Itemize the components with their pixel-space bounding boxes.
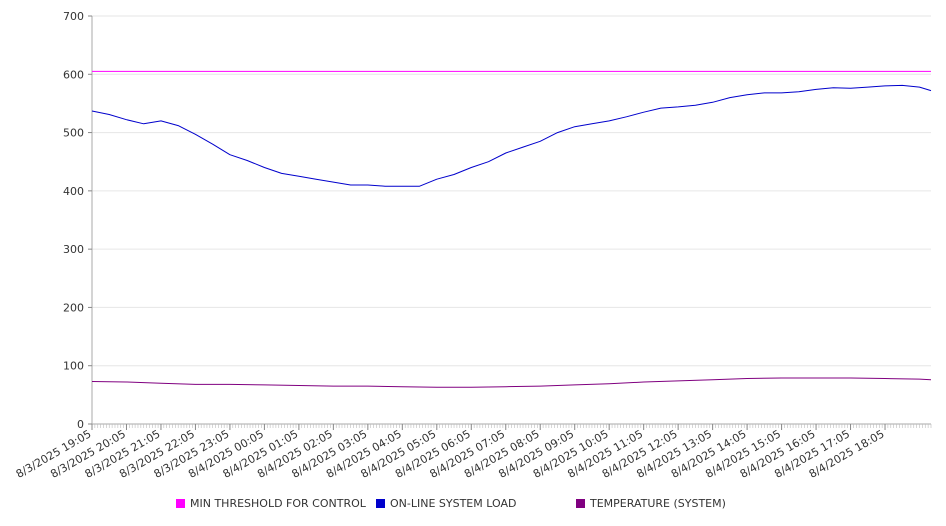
legend-item-min-threshold[interactable]: MIN THRESHOLD FOR CONTROL (176, 497, 366, 510)
y-tick-label: 0 (77, 418, 84, 431)
legend-swatch (576, 499, 585, 508)
legend-label: MIN THRESHOLD FOR CONTROL (190, 497, 366, 510)
series-line (91, 377, 932, 388)
legend-label: ON-LINE SYSTEM LOAD (390, 497, 517, 510)
y-tick-label: 400 (63, 185, 84, 198)
series-lines (91, 70, 932, 388)
y-tick-label: 200 (63, 301, 84, 314)
legend-item-system-load[interactable]: ON-LINE SYSTEM LOAD (376, 497, 516, 510)
legend-swatch (376, 499, 385, 508)
legend-swatch (176, 499, 185, 508)
y-tick-label: 100 (63, 360, 84, 373)
legend: MIN THRESHOLD FOR CONTROL ON-LINE SYSTEM… (0, 497, 946, 515)
y-tick-label: 600 (63, 68, 84, 81)
x-axis-ticks: 8/3/2025 19:058/3/2025 20:058/3/2025 21:… (14, 424, 932, 481)
axes (91, 16, 931, 425)
y-tick-label: 500 (63, 127, 84, 140)
y-tick-label: 300 (63, 243, 84, 256)
legend-label: TEMPERATURE (SYSTEM) (590, 497, 726, 510)
y-tick-label: 700 (63, 10, 84, 23)
gridlines (92, 15, 931, 367)
series-line (91, 84, 932, 187)
y-axis-ticks: 0 100 200 300 400 500 600 700 (63, 10, 92, 431)
legend-item-temperature[interactable]: TEMPERATURE (SYSTEM) (576, 497, 726, 510)
